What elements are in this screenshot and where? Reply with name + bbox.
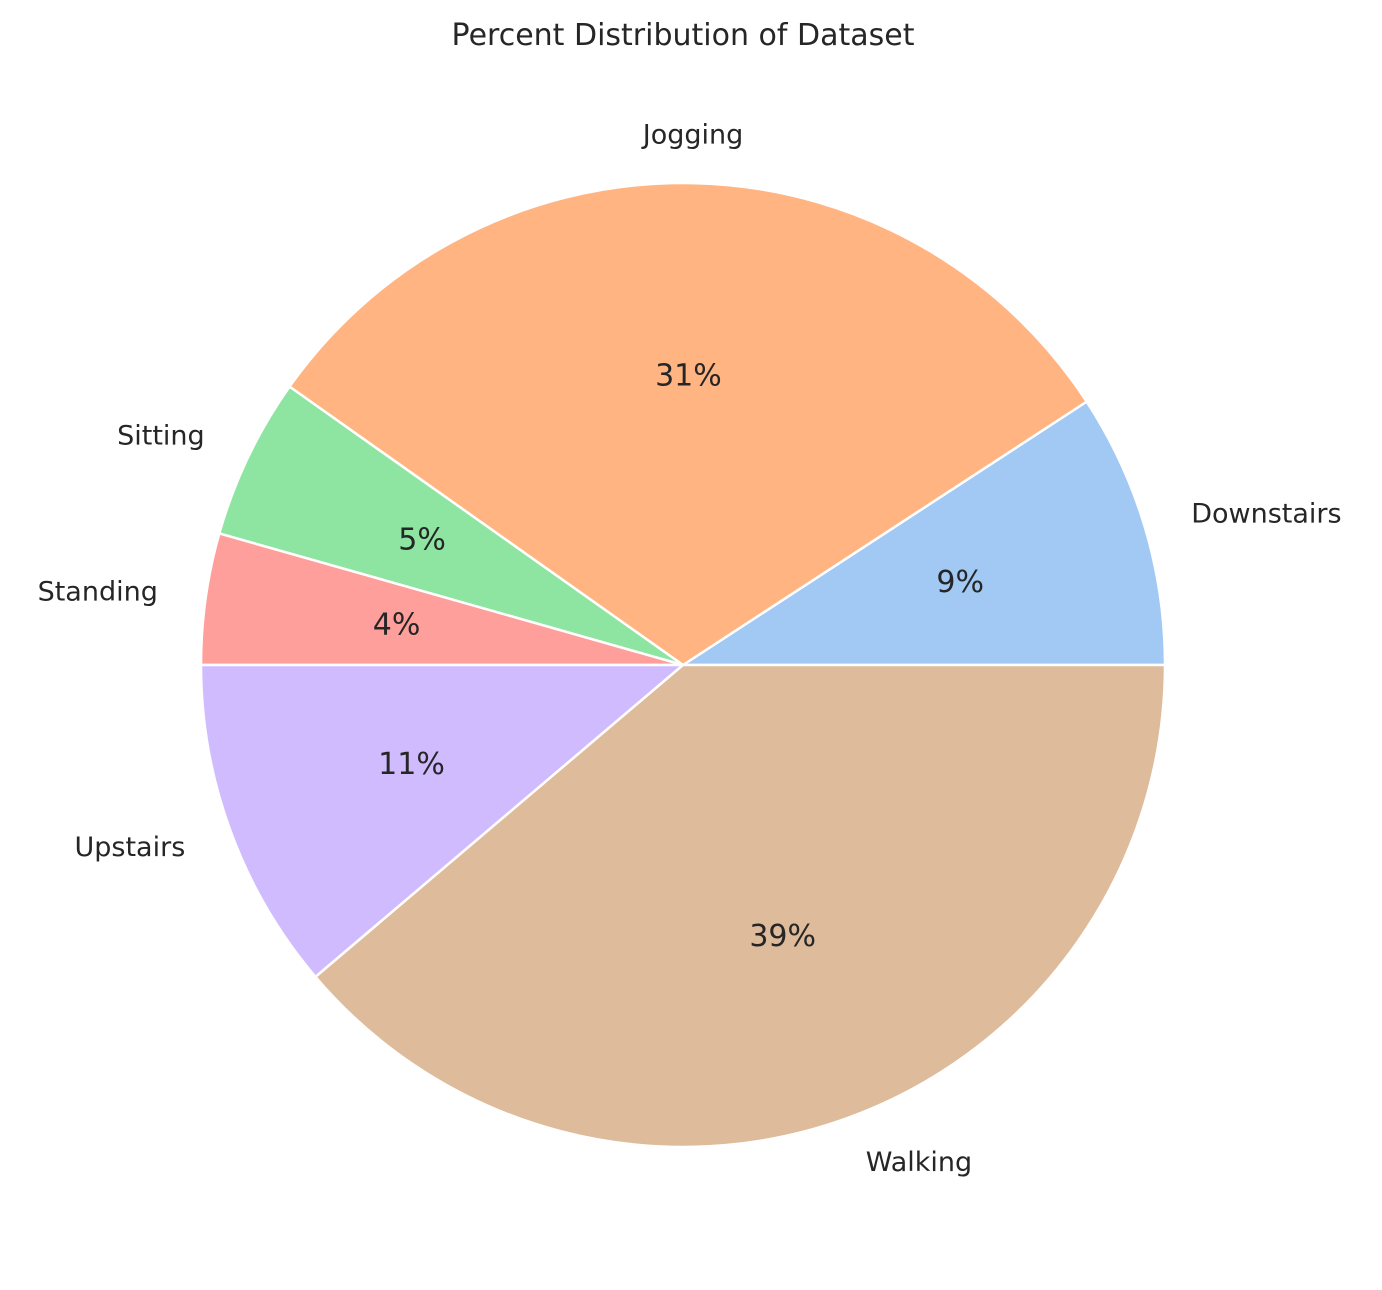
pie-slice-upstairs (199, 663, 685, 979)
pie-slice-sitting (218, 385, 685, 667)
slice-label-upstairs: Upstairs (75, 832, 186, 863)
pie-labels: Downstairs 9% Jogging 31% Sitting 5% Standing 4… (38, 119, 1342, 1178)
slice-label-sitting: Sitting (117, 421, 205, 452)
slice-label-jogging: Jogging (641, 119, 744, 150)
slice-label-downstairs: Downstairs (1191, 498, 1341, 529)
slice-label-walking: Walking (866, 1147, 972, 1178)
pie-slice-jogging (288, 181, 1088, 667)
pie-slice-downstairs (681, 400, 1167, 667)
pct-label-walking: 39% (749, 919, 816, 954)
chart-title: Percent Distribution of Dataset (452, 18, 915, 53)
pct-label-downstairs: 9% (936, 565, 984, 600)
pct-label-upstairs: 11% (378, 747, 445, 782)
pie-slice-walking (314, 663, 1167, 1149)
pct-label-sitting: 5% (398, 523, 446, 558)
slice-label-standing: Standing (38, 576, 158, 607)
pie-slices (199, 181, 1167, 1149)
pct-label-jogging: 31% (655, 358, 722, 393)
pct-label-standing: 4% (373, 608, 421, 643)
